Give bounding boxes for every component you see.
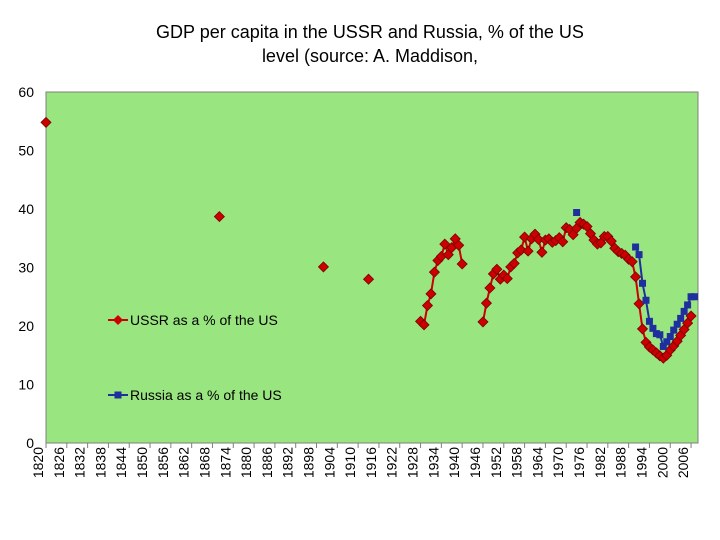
ussr-point (421, 299, 434, 312)
x-tick-label: 1922 (384, 447, 400, 478)
russia-point (656, 331, 664, 339)
x-tick-label: 1910 (342, 447, 358, 478)
russia-point (645, 317, 653, 325)
y-tick-label: 30 (18, 260, 34, 276)
x-tick-label: 1904 (321, 447, 337, 478)
x-tick-label: 1850 (134, 447, 150, 478)
x-tick-label: 1928 (405, 447, 421, 478)
ussr-point (213, 211, 225, 223)
ussr-point (557, 236, 569, 248)
ussr-point (626, 256, 638, 268)
legend: USSR as a % of the US Russia as a % of th… (108, 312, 282, 403)
chart-title-line-2: level (source: A. Maddison, (261, 46, 479, 66)
russia-point (666, 333, 674, 341)
russia-point (677, 314, 685, 322)
chart-title-line-1: GDP per capita in the USSR and Russia, %… (156, 22, 584, 42)
x-tick-label: 1856 (155, 447, 171, 478)
ussr-point (425, 288, 437, 300)
legend-marker (113, 315, 123, 325)
x-tick-label: 1892 (280, 447, 296, 478)
x-tick-label: 1874 (217, 447, 233, 478)
russia-point (642, 296, 650, 304)
ussr-point (515, 244, 527, 256)
plot-area (45, 91, 699, 444)
legend-label: Russia as a % of the US (130, 387, 282, 403)
ussr-point (491, 263, 503, 275)
ussr-point (685, 310, 697, 322)
series-russia (573, 209, 699, 350)
x-tick-label: 1826 (51, 447, 67, 478)
ussr-point (456, 258, 468, 270)
russia-point (649, 324, 657, 332)
x-tick-label: 1934 (425, 447, 441, 478)
russia-point (632, 243, 640, 251)
y-tick-label: 0 (26, 435, 34, 451)
russia-point (684, 301, 692, 309)
x-axis: 1820 1826 1832 1838 1844 1850 1856 1862 1868 1874… (30, 443, 692, 478)
x-tick-label: 1844 (113, 447, 129, 478)
y-tick-label: 40 (18, 201, 34, 217)
ussr-point (362, 273, 375, 285)
legend-russia: Russia as a % of the US (108, 387, 282, 403)
y-tick-label: 20 (18, 318, 34, 334)
x-tick-label: 1898 (301, 447, 317, 478)
ussr-point (636, 323, 649, 335)
x-tick-label: 1988 (613, 447, 629, 478)
ussr-point (630, 271, 642, 283)
y-tick-label: 50 (18, 143, 34, 159)
x-tick-label: 1886 (259, 447, 275, 478)
x-tick-label: 1958 (509, 447, 525, 478)
russia-point (659, 342, 667, 350)
russia-point (670, 326, 678, 334)
ussr-point (453, 239, 465, 251)
x-tick-label: 1832 (72, 447, 88, 478)
x-tick-label: 1868 (196, 447, 212, 478)
x-tick-label: 2000 (654, 447, 670, 478)
ussr-point (418, 319, 430, 331)
ussr-point (317, 261, 330, 273)
ussr-point (633, 298, 645, 310)
ussr-point (40, 116, 52, 128)
russia-point (673, 320, 681, 328)
ussr-point (428, 266, 440, 278)
ussr-point (477, 316, 489, 328)
ussr-point (501, 273, 513, 285)
legend-ussr: USSR as a % of the US (108, 312, 278, 328)
ussr-point (484, 282, 496, 294)
russia-point (680, 307, 688, 315)
russia-point (635, 251, 643, 259)
x-tick-label: 1916 (363, 447, 379, 478)
x-tick-label: 1880 (238, 447, 254, 478)
russia-point (573, 209, 581, 217)
ussr-point (508, 257, 520, 269)
ussr-point (536, 246, 548, 258)
chart-title: GDP per capita in the USSR and Russia, %… (0, 20, 720, 68)
x-tick-label: 1994 (633, 447, 649, 478)
ussr-point (522, 245, 534, 257)
series-ussr (40, 116, 697, 364)
y-tick-label: 10 (18, 377, 34, 393)
y-axis: 0 10 20 30 40 50 60 (18, 84, 34, 451)
x-tick-label: 1838 (92, 447, 108, 478)
legend-label: USSR as a % of the US (130, 312, 278, 328)
russia-point (663, 338, 671, 346)
russia-point (639, 279, 647, 287)
russia-point (691, 293, 699, 301)
x-tick-label: 1820 (30, 447, 46, 478)
x-tick-label: 1982 (592, 447, 608, 478)
ussr-point (532, 233, 545, 245)
legend-marker (114, 391, 122, 399)
x-tick-label: 1964 (529, 447, 545, 478)
y-tick-label: 60 (18, 84, 34, 100)
ussr-point (480, 297, 493, 309)
x-tick-label: 1862 (176, 447, 192, 478)
x-tick-label: 1970 (550, 447, 566, 478)
x-tick-label: 1952 (488, 447, 504, 478)
x-tick-label: 2006 (675, 447, 691, 478)
x-tick-label: 1946 (467, 447, 483, 478)
x-tick-label: 1940 (446, 447, 462, 478)
x-tick-label: 1976 (571, 447, 587, 478)
